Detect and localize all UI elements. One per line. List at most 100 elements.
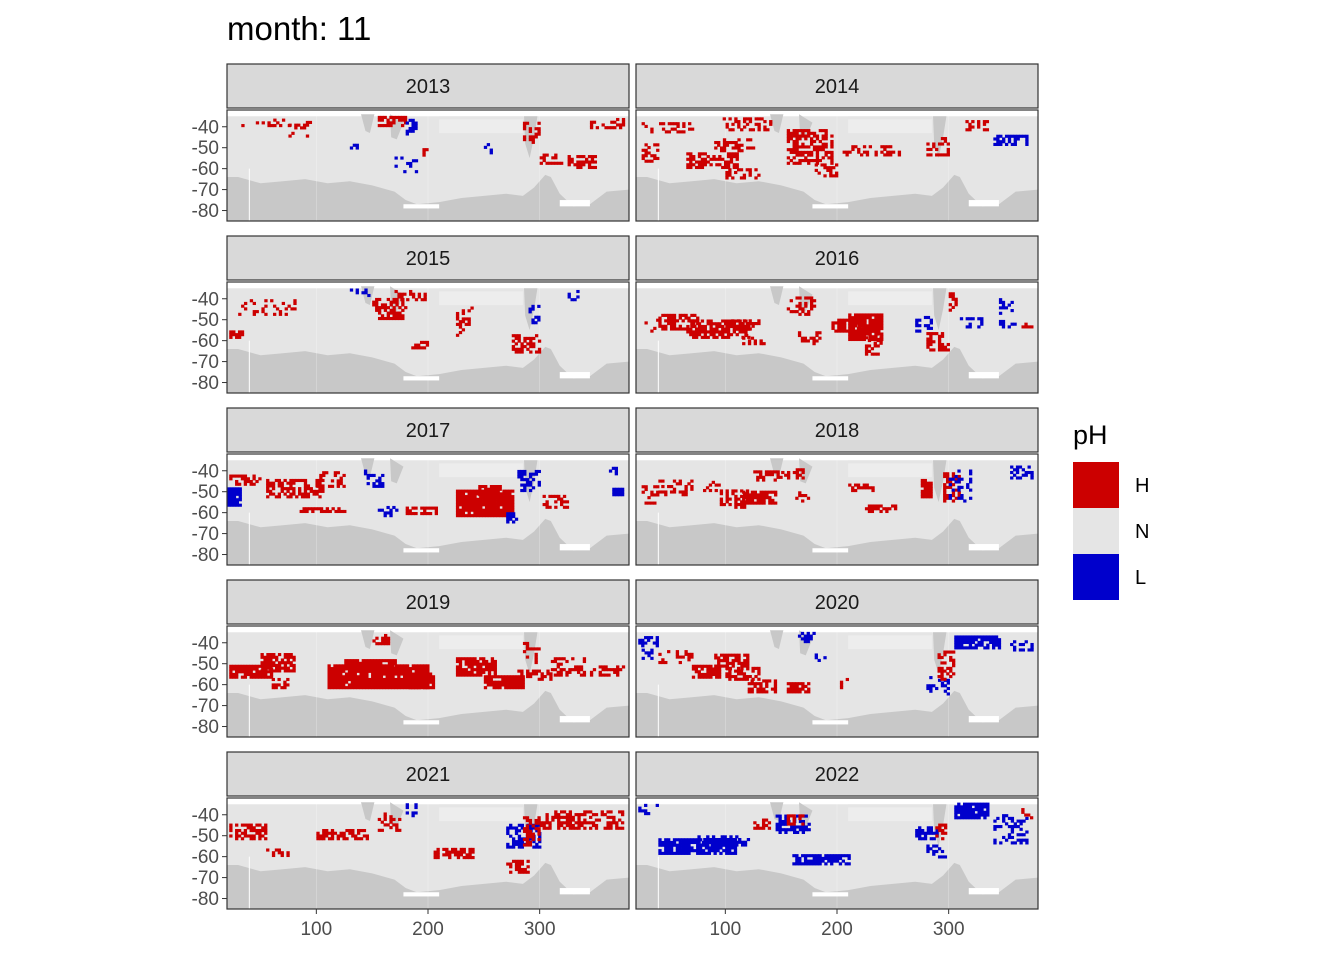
anomaly-cell	[1007, 825, 1012, 829]
anomaly-cell	[672, 490, 677, 494]
anomaly-cell	[487, 503, 492, 507]
anomaly-cell	[411, 664, 415, 668]
anomaly-cell	[537, 816, 541, 820]
anomaly-cell	[274, 683, 278, 687]
anomaly-cell	[948, 294, 952, 299]
anomaly-cell	[761, 478, 766, 482]
anomaly-cell	[352, 143, 357, 147]
anomaly-cell	[926, 828, 931, 833]
anomaly-cell	[517, 823, 522, 827]
anomaly-cell	[722, 653, 727, 657]
anomaly-cell	[943, 153, 948, 157]
anomaly-cell	[952, 650, 956, 654]
high-ph-region	[753, 470, 783, 482]
anomaly-cell	[470, 673, 474, 677]
anomaly-cell	[495, 484, 499, 489]
anomaly-cell	[258, 823, 262, 827]
anomaly-cell	[373, 686, 378, 690]
anomaly-cell	[773, 679, 778, 683]
anomaly-cell	[621, 665, 626, 669]
anomaly-cell	[851, 147, 855, 152]
anomaly-cell	[706, 322, 710, 326]
anomaly-cell	[376, 672, 381, 676]
anomaly-cell	[467, 320, 471, 324]
anomaly-cell	[951, 297, 955, 301]
anomaly-cell	[672, 479, 677, 483]
anomaly-cell	[692, 322, 696, 326]
anomaly-cell	[237, 333, 242, 337]
anomaly-cell	[801, 150, 805, 154]
anomaly-cell	[1010, 835, 1015, 840]
anomaly-cell	[718, 163, 722, 167]
anomaly-cell	[542, 503, 546, 507]
anomaly-cell	[243, 828, 248, 833]
anomaly-cell	[365, 686, 369, 690]
anomaly-cell	[789, 684, 793, 688]
anomaly-cell	[706, 664, 710, 668]
anomaly-cell	[792, 310, 796, 314]
anomaly-cell	[745, 675, 749, 679]
anomaly-cell	[395, 297, 399, 302]
anomaly-cell	[845, 329, 850, 333]
anomaly-cell	[935, 828, 939, 833]
anomaly-cell	[411, 159, 416, 163]
anomaly-cell	[381, 636, 385, 640]
anomaly-cell	[672, 843, 677, 847]
anomaly-cell	[342, 675, 346, 679]
anomaly-cell	[807, 150, 811, 154]
anomaly-cell	[1013, 825, 1017, 829]
anomaly-cell	[851, 318, 855, 322]
anomaly-cell	[270, 124, 274, 128]
anomaly-cell	[297, 123, 301, 127]
anomaly-cell	[589, 126, 594, 130]
anomaly-cell	[394, 156, 398, 160]
anomaly-cell	[943, 661, 947, 665]
anomaly-cell	[672, 313, 677, 317]
anomaly-cell	[986, 805, 990, 809]
anomaly-cell	[461, 673, 466, 677]
anomaly-cell	[258, 828, 262, 833]
anomaly-cell	[522, 641, 527, 646]
anomaly-cell	[227, 500, 231, 505]
anomaly-cell	[489, 490, 494, 494]
anomaly-cell	[734, 117, 738, 121]
anomaly-cell	[278, 310, 283, 314]
anomaly-cell	[709, 667, 713, 671]
anomaly-cell	[240, 831, 245, 835]
anomaly-cell	[473, 497, 477, 501]
anomaly-cell	[1015, 465, 1020, 469]
anomaly-cell	[954, 810, 958, 814]
anomaly-cell	[400, 683, 404, 687]
anomaly-cell	[261, 826, 265, 830]
anomaly-cell	[801, 159, 805, 163]
anomaly-cell	[322, 834, 326, 838]
anomaly-cell	[612, 815, 616, 819]
anomaly-cell	[232, 333, 236, 337]
anomaly-cell	[728, 661, 732, 665]
anomaly-cell	[267, 121, 271, 125]
anomaly-cell	[520, 350, 524, 354]
anomaly-cell	[789, 150, 793, 154]
anomaly-cell	[237, 664, 242, 668]
anomaly-cell	[784, 830, 788, 835]
anomaly-cell	[968, 813, 973, 817]
anomaly-cell	[650, 130, 654, 134]
anomaly-cell	[384, 636, 388, 640]
anomaly-cell	[943, 491, 947, 495]
anomaly-cell	[1018, 648, 1023, 652]
anomaly-cell	[425, 340, 430, 344]
anomaly-cell	[873, 336, 877, 340]
anomaly-cell	[286, 683, 290, 687]
anomaly-cell	[687, 851, 691, 855]
anomaly-cell	[387, 659, 392, 663]
anomaly-cell	[493, 670, 497, 674]
anomaly-cell	[448, 853, 452, 857]
anomaly-cell	[384, 664, 389, 668]
anomaly-cell	[667, 122, 672, 126]
anomaly-cell	[484, 662, 489, 666]
anomaly-cell	[618, 126, 623, 130]
anomaly-cell	[249, 479, 253, 484]
anomaly-cell	[266, 655, 270, 659]
anomaly-cell	[528, 310, 532, 314]
anomaly-cell	[968, 643, 973, 647]
